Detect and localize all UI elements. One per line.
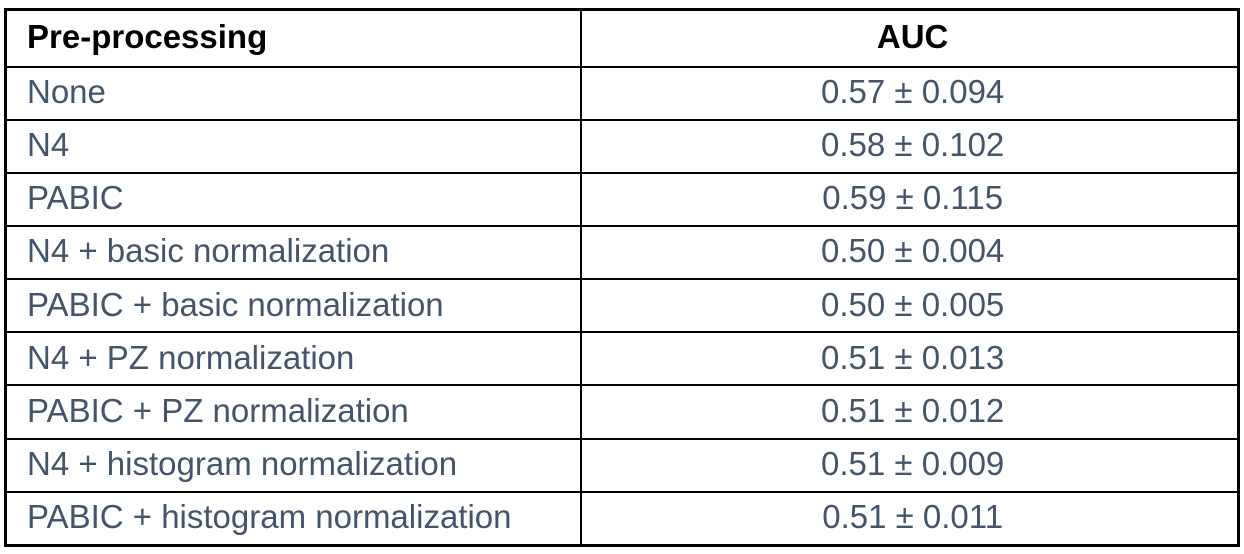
auc-cell: 0.51 ± 0.011 [580,490,1240,547]
table-row: N4 0.58 ± 0.102 [4,118,1240,174]
preprocessing-cell: N4 + PZ normalization [4,331,583,387]
preprocessing-cell: PABIC + basic normalization [4,278,583,334]
results-table: Pre-processing AUC None 0.57 ± 0.094 N4 … [4,8,1240,547]
preprocessing-cell: N4 + basic normalization [4,224,583,281]
table-row: PABIC + basic normalization 0.50 ± 0.005 [4,278,1240,334]
preprocessing-cell: N4 + histogram normalization [4,437,583,493]
table-row: PABIC + histogram normalization 0.51 ± 0… [4,490,1240,547]
auc-cell: 0.58 ± 0.102 [580,118,1240,174]
results-table-header: Pre-processing AUC [4,8,1240,68]
preprocessing-cell: N4 [4,118,583,174]
auc-cell: 0.50 ± 0.005 [580,278,1240,334]
table-row: N4 + histogram normalization 0.51 ± 0.00… [4,437,1240,493]
preprocessing-cell: PABIC [4,171,583,227]
column-header-auc: AUC [580,8,1240,68]
table-row: N4 + PZ normalization 0.51 ± 0.013 [4,331,1240,387]
auc-cell: 0.57 ± 0.094 [580,65,1240,121]
auc-cell: 0.51 ± 0.013 [580,331,1240,387]
table-row: None 0.57 ± 0.094 [4,65,1240,121]
preprocessing-cell: None [4,65,583,121]
preprocessing-cell: PABIC + histogram normalization [4,490,583,547]
auc-cell: 0.50 ± 0.004 [580,224,1240,281]
results-table-body: None 0.57 ± 0.094 N4 0.58 ± 0.102 PABIC … [4,65,1240,547]
preprocessing-cell: PABIC + PZ normalization [4,384,583,440]
auc-cell: 0.51 ± 0.009 [580,437,1240,493]
table-row: N4 + basic normalization 0.50 ± 0.004 [4,224,1240,281]
auc-cell: 0.59 ± 0.115 [580,171,1240,227]
column-header-preprocessing: Pre-processing [4,8,583,68]
table-row: PABIC + PZ normalization 0.51 ± 0.012 [4,384,1240,440]
header-row: Pre-processing AUC [4,8,1240,68]
table-row: PABIC 0.59 ± 0.115 [4,171,1240,227]
auc-cell: 0.51 ± 0.012 [580,384,1240,440]
